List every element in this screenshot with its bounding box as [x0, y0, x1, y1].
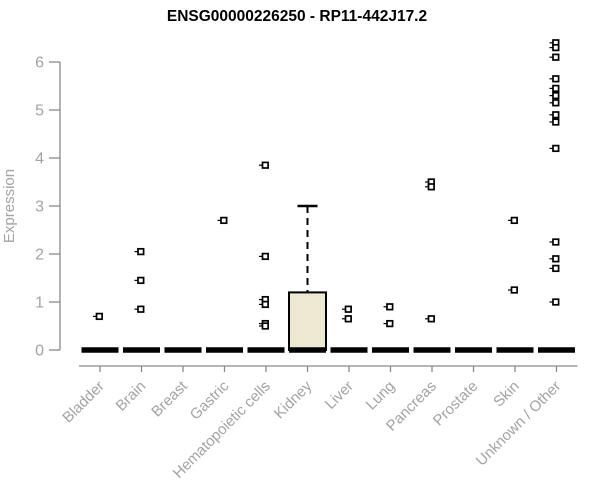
outlier-point: [510, 216, 518, 225]
outlier-point: [552, 238, 560, 246]
y-tick-label: 3: [35, 199, 44, 216]
box-breast: [164, 347, 202, 353]
chart-title: ENSG00000226250 - RP11-442J17.2: [167, 8, 427, 25]
box-pancreas: [413, 178, 451, 353]
outlier-point: [552, 111, 560, 119]
box-kidney: [288, 204, 327, 353]
x-tick-label: Kidney: [271, 377, 316, 422]
box-hematopoietic-cells: [247, 161, 285, 353]
y-tick-label: 2: [35, 247, 44, 264]
median-bar: [123, 347, 160, 353]
median-bar: [413, 347, 451, 353]
median-bar: [455, 347, 492, 353]
outlier-point: [137, 305, 145, 313]
median-bar: [164, 347, 202, 353]
outlier-point: [552, 75, 560, 83]
box-unknown-other: [538, 39, 575, 353]
outlier-point: [552, 84, 560, 93]
y-tick-label: 6: [35, 55, 44, 72]
outlier-point: [386, 319, 394, 328]
y-tick-label: 1: [35, 295, 44, 312]
median-bar: [247, 347, 285, 353]
outlier-point: [220, 216, 228, 225]
outlier-point: [552, 118, 560, 126]
outlier-point: [344, 305, 352, 313]
outlier-point: [552, 144, 560, 153]
outlier-point: [552, 91, 560, 100]
outlier-point: [427, 315, 435, 323]
outlier-point: [137, 247, 145, 256]
outlier-point: [552, 255, 560, 263]
y-axis-label: Expression: [1, 169, 18, 243]
outlier-point: [344, 315, 352, 323]
x-tick-label: Breast: [148, 377, 191, 420]
outlier-point: [552, 264, 560, 273]
y-tick-label: 0: [35, 343, 44, 360]
x-tick-label: Prostate: [430, 378, 482, 430]
y-tick-label: 5: [35, 103, 44, 120]
outlier-point: [552, 99, 560, 107]
outlier-point: [427, 183, 435, 191]
median-bar: [206, 347, 243, 353]
box-brain: [123, 247, 160, 353]
x-tick-label: Liver: [322, 378, 357, 413]
median-bar: [496, 347, 534, 353]
box-skin: [496, 216, 534, 353]
box-lung: [372, 303, 409, 353]
outlier-point: [95, 312, 103, 321]
y-tick-label: 4: [35, 151, 44, 168]
outlier-point: [261, 252, 269, 261]
median-bar: [289, 347, 326, 353]
outlier-point: [137, 276, 145, 285]
outlier-point: [552, 298, 560, 306]
outlier-point: [386, 303, 394, 311]
median-bar: [372, 347, 409, 353]
outlier-point: [552, 43, 560, 52]
median-bar: [81, 347, 119, 353]
x-tick-label: Skin: [490, 378, 523, 411]
x-tick-label: Brain: [113, 378, 150, 415]
outlier-point: [261, 161, 269, 169]
x-tick-label: Lung: [363, 378, 399, 414]
median-bar: [330, 347, 368, 353]
outlier-point: [261, 300, 269, 309]
outlier-point: [552, 53, 560, 61]
box-liver: [330, 305, 368, 353]
box-bladder: [81, 312, 119, 353]
box-rect: [288, 291, 327, 351]
box-gastric: [206, 216, 243, 353]
median-bar: [538, 347, 575, 353]
x-tick-label: Bladder: [59, 378, 108, 427]
outlier-point: [261, 322, 269, 330]
outlier-point: [510, 286, 518, 294]
box-prostate: [455, 347, 492, 353]
